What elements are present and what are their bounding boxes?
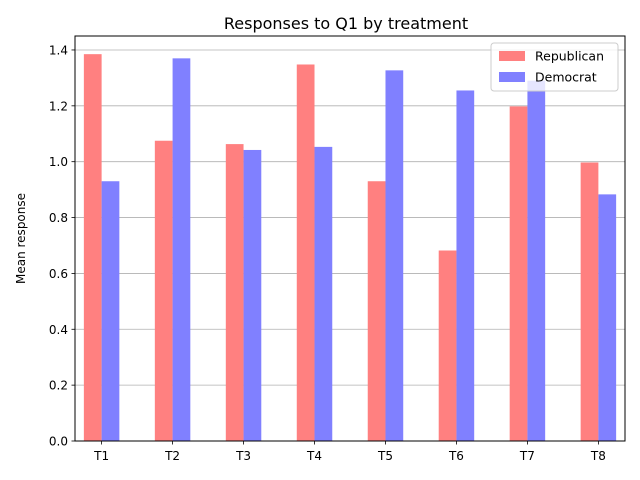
legend-swatch-republican <box>499 51 525 61</box>
x-tick-label: T1 <box>93 449 109 463</box>
bar-republican-t2 <box>154 140 173 441</box>
bar-democrat-t8 <box>598 194 617 441</box>
y-tick-label: 0.0 <box>49 435 68 449</box>
legend: Republican Democrat <box>490 42 619 92</box>
bars <box>83 54 617 442</box>
bar-democrat-t1 <box>101 181 120 441</box>
bar-republican-t1 <box>83 54 102 441</box>
y-tick-label: 1.2 <box>49 99 68 113</box>
y-tick-label: 0.6 <box>49 267 68 281</box>
y-tick-label: 1.0 <box>49 155 68 169</box>
bar-democrat-t6 <box>456 90 475 441</box>
x-tick-label: T5 <box>377 449 393 463</box>
y-axis-label: Mean response <box>14 193 28 284</box>
bar-democrat-t5 <box>385 70 404 442</box>
x-tick-label: T4 <box>306 449 322 463</box>
x-tick-label: T2 <box>164 449 180 463</box>
legend-label-democrat: Democrat <box>535 70 597 85</box>
x-axis: T1 T2 T3 T4 T5 T6 T7 T8 <box>93 441 606 463</box>
bar-democrat-t3 <box>243 149 262 441</box>
legend-swatch-democrat <box>499 72 525 82</box>
y-tick-label: 1.4 <box>49 43 68 57</box>
bar-republican-t8 <box>580 162 599 441</box>
y-tick-label: 0.4 <box>49 323 68 337</box>
bar-republican-t6 <box>438 250 457 441</box>
x-tick-label: T8 <box>590 449 606 463</box>
bar-republican-t3 <box>225 144 244 441</box>
y-tick-label: 0.8 <box>49 211 68 225</box>
x-tick-label: T7 <box>519 449 535 463</box>
x-tick-label: T3 <box>235 449 251 463</box>
plot-frame <box>74 35 626 442</box>
y-axis: 0.0 0.2 0.4 0.6 0.8 1.0 1.2 1.4 <box>49 43 75 449</box>
legend-label-republican: Republican <box>535 49 604 64</box>
bar-democrat-t7 <box>527 80 546 442</box>
bar-democrat-t2 <box>172 58 191 442</box>
bar-republican-t4 <box>296 64 315 441</box>
bar-democrat-t4 <box>314 146 333 441</box>
bar-republican-t5 <box>367 181 386 441</box>
bar-republican-t7 <box>509 106 528 442</box>
chart-title: Responses to Q1 by treatment <box>224 14 468 33</box>
x-tick-label: T6 <box>448 449 464 463</box>
y-tick-label: 0.2 <box>49 379 68 393</box>
